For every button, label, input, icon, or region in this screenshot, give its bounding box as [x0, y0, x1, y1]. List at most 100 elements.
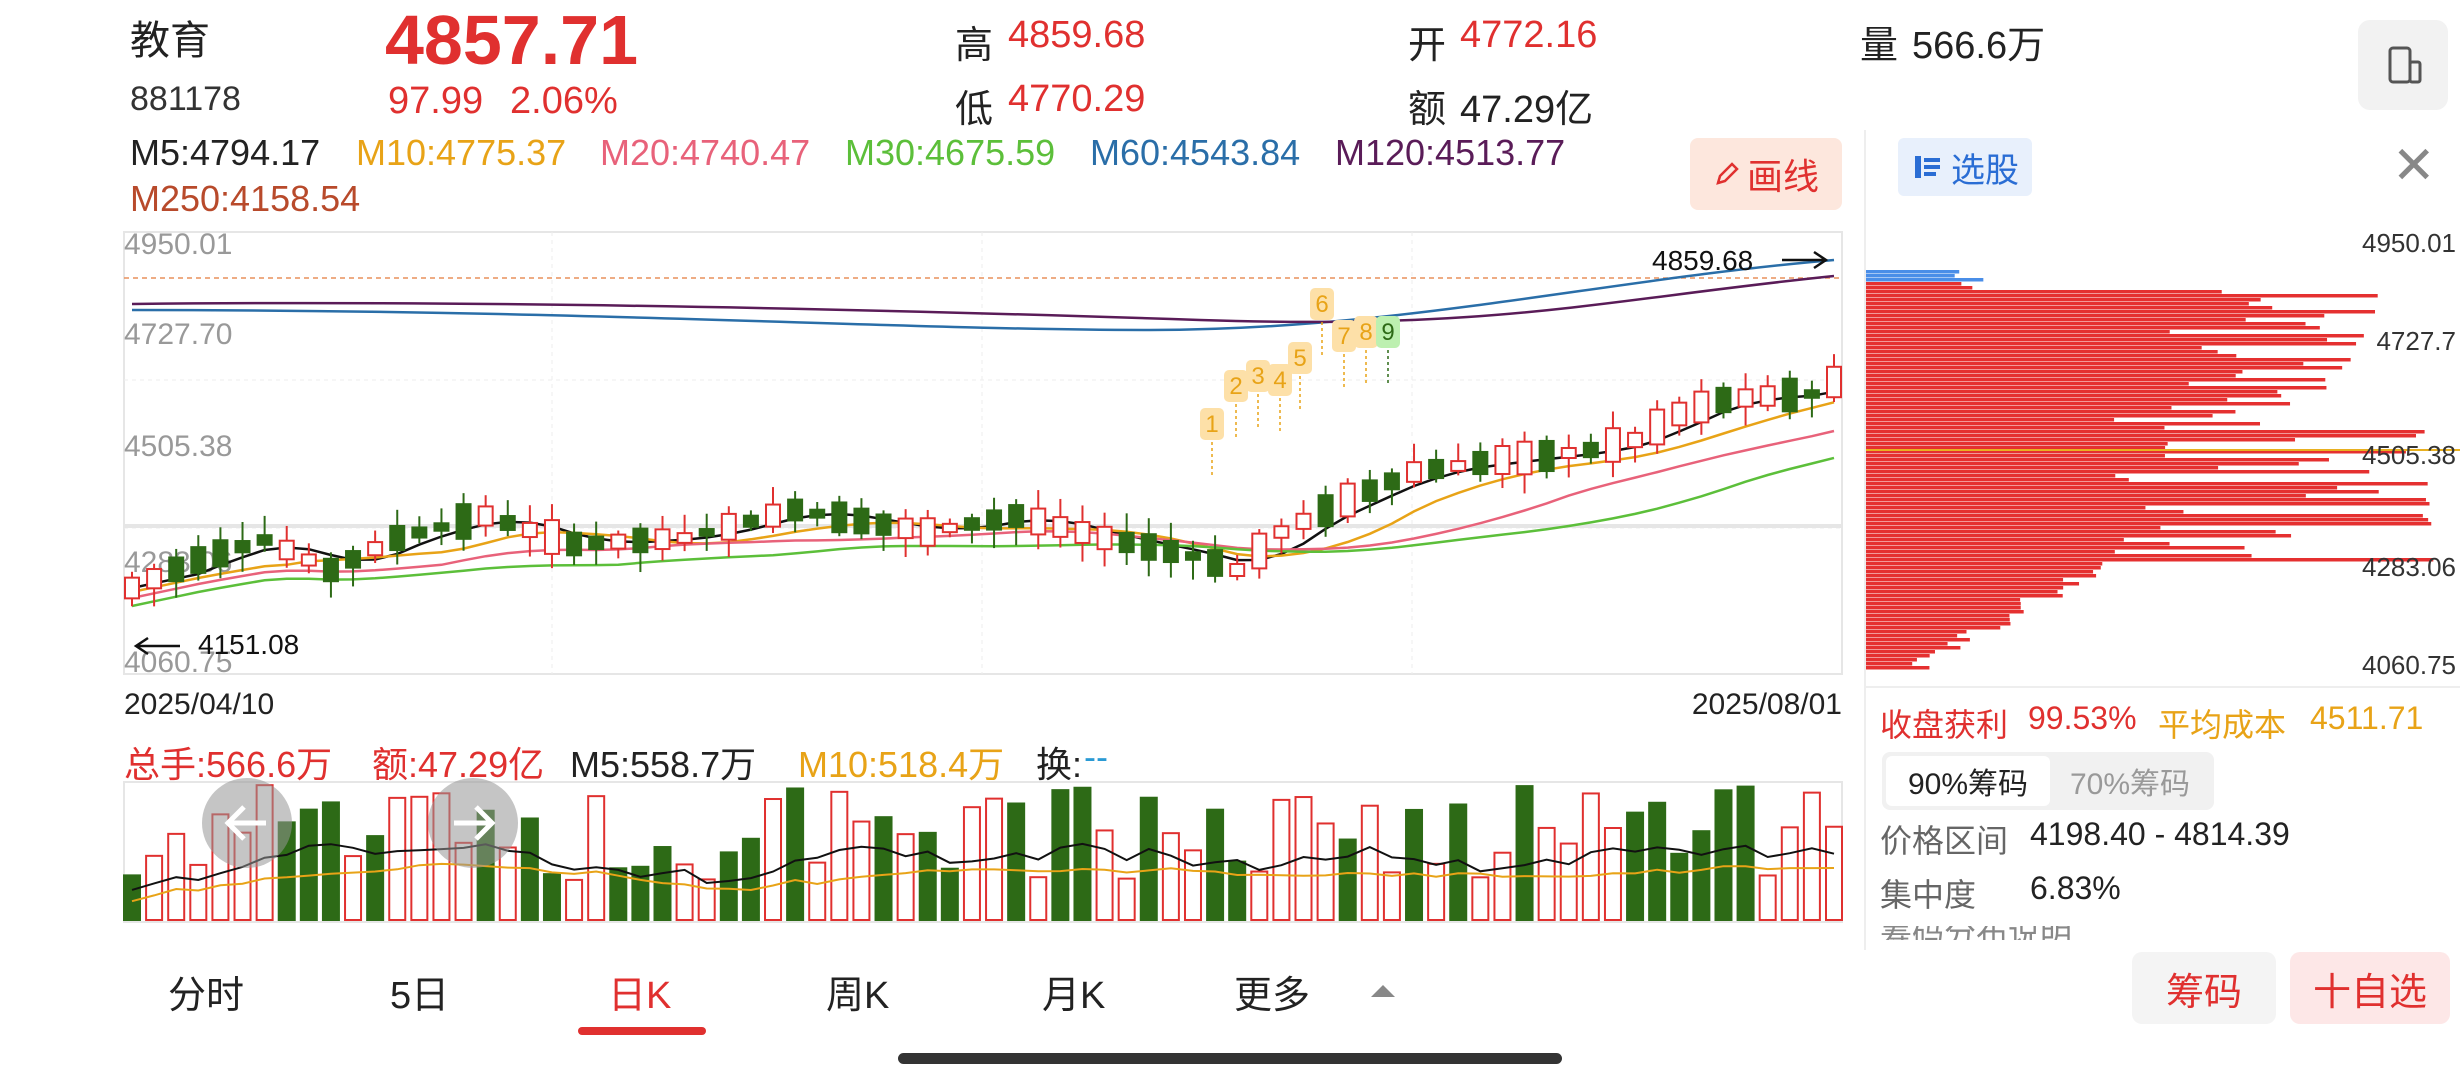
chip-bar: [1866, 314, 2325, 318]
volume-bar: [299, 808, 318, 921]
chip-distribution-chart: [1866, 270, 2460, 670]
candle-body: [963, 517, 980, 531]
pencil-icon: [1716, 162, 1739, 185]
chip-dist-note[interactable]: 筹码分布说明: [1880, 926, 2072, 940]
volume-chart[interactable]: [0, 780, 1846, 940]
chip-bar: [1866, 310, 2376, 314]
tab-monthly-k[interactable]: 月K: [1042, 975, 1106, 1017]
candle-body: [1538, 439, 1555, 473]
min-price-marker: 4151.08: [198, 629, 299, 660]
high-label: 高: [955, 25, 994, 67]
chip-bar: [1866, 530, 2276, 534]
volume-bar: [1139, 796, 1158, 921]
candle-body: [1826, 365, 1842, 399]
low-value: 4770.29: [1008, 78, 1146, 120]
ma20-line: [131, 429, 1835, 600]
scroll-left-button[interactable]: [202, 778, 292, 868]
chip-bar: [1866, 654, 1930, 658]
kline-frame: [123, 231, 1843, 675]
chip-axis-label: 4950.01: [2362, 228, 2456, 258]
volume-bar: [410, 795, 429, 921]
candle-body: [676, 532, 693, 544]
kline-chart[interactable]: 4950.01 4727.70 4505.38 4283.06 4060.75 …: [0, 220, 1846, 920]
select-stock-button[interactable]: 选股: [1898, 138, 2032, 196]
add-watchlist-button[interactable]: 十自选: [2290, 952, 2450, 1024]
chip-bar: [1866, 566, 2101, 570]
chip-bar: [1866, 358, 2351, 362]
candle-body: [632, 527, 649, 554]
td-badge: [1288, 342, 1312, 374]
candle-body: [1604, 427, 1621, 463]
volume-bar: [1427, 862, 1446, 921]
orientation-switch-button[interactable]: [2358, 20, 2448, 110]
price-range-label: 价格区间: [1880, 823, 2009, 859]
panel-divider: [1866, 686, 2460, 688]
volume-bar: [1183, 849, 1202, 921]
chip-bar: [1866, 278, 1984, 282]
select-stock-label: 选股: [1951, 151, 2019, 190]
tab-70-percent[interactable]: 70%筹码: [2069, 768, 2191, 801]
candle-body: [1207, 549, 1224, 577]
chip-bar: [1866, 414, 2213, 418]
low-label: 低: [955, 89, 994, 131]
candle-body: [543, 519, 560, 555]
chip-bar: [1866, 622, 2011, 626]
chip-bar: [1866, 338, 2328, 342]
td-number: 9: [1381, 319, 1394, 346]
chip-bar: [1866, 458, 2329, 462]
chip-bar: [1866, 498, 2426, 502]
candle-body: [1030, 507, 1047, 536]
draw-line-button[interactable]: 画线: [1690, 138, 1842, 210]
candle-body: [1781, 377, 1798, 413]
scroll-right-button[interactable]: [428, 778, 518, 868]
ma5-label: M5:4794.17: [130, 132, 321, 173]
ma-lines: [131, 258, 1835, 608]
td-number: 1: [1205, 411, 1218, 438]
chip-bar: [1866, 410, 2236, 414]
tab-weekly-k[interactable]: 周K: [826, 975, 890, 1017]
amount-label: 额: [1408, 89, 1447, 131]
ma10-label: M10:4775.37: [356, 132, 567, 173]
tab-intraday[interactable]: 分时: [168, 975, 245, 1017]
phone-rotate-icon: [2388, 46, 2422, 84]
chip-bar: [1866, 366, 2343, 370]
price-change: 97.99: [388, 80, 484, 122]
chip-bar: [1866, 342, 2357, 346]
volume-bar: [587, 795, 606, 922]
ma20-label: M20:4740.47: [600, 132, 811, 173]
chip-bar: [1866, 558, 2434, 562]
date-start-label: 2025/04/10: [124, 688, 274, 721]
volume-bar: [145, 854, 164, 921]
stock-name: 教育: [130, 19, 210, 63]
volume-bar: [1007, 802, 1026, 921]
current-price: 4857.71: [385, 1, 639, 79]
chip-bar: [1866, 286, 1973, 290]
tab-daily-k[interactable]: 日K: [608, 975, 672, 1017]
tab-more[interactable]: 更多: [1234, 975, 1311, 1017]
candle-body: [566, 531, 583, 557]
candle-body: [1008, 504, 1025, 528]
chip-bar: [1866, 434, 2417, 438]
chip-bar: [1866, 450, 2406, 454]
volume-bar: [366, 835, 385, 921]
candle-body: [1184, 551, 1201, 561]
chip-bar: [1866, 326, 2320, 330]
chip-bar: [1866, 646, 1961, 650]
ma30-label: M30:4675.59: [845, 132, 1056, 173]
price-axis-label: 4505.38: [124, 430, 232, 463]
chip-bar: [1866, 402, 2291, 406]
chip-bar: [1866, 514, 2423, 518]
candle-body: [1052, 516, 1069, 538]
volume-bar: [189, 863, 208, 921]
td-badge: [1332, 320, 1356, 352]
volume-bar: [764, 798, 783, 921]
candle-body: [1494, 445, 1511, 475]
chip-bar: [1866, 478, 2129, 482]
close-icon[interactable]: ✕: [2392, 137, 2436, 195]
chip-button[interactable]: 筹码: [2132, 952, 2276, 1024]
tab-5day[interactable]: 5日: [390, 975, 450, 1017]
chip-bar: [1866, 302, 2249, 306]
volume-bar: [675, 863, 694, 921]
candle-body: [521, 521, 538, 539]
tab-90-percent[interactable]: 90%筹码: [1886, 756, 2050, 806]
